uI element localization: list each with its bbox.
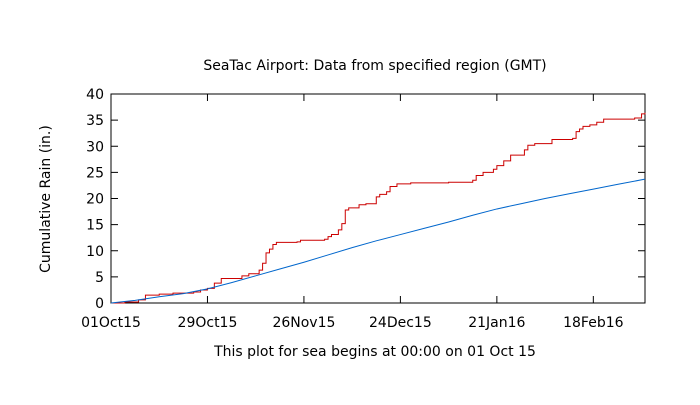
x-tick-label: 24Dec15: [369, 315, 432, 331]
y-tick-label: 15: [86, 218, 104, 234]
y-tick-label: 40: [86, 87, 104, 103]
x-axis-label: This plot for sea begins at 00:00 on 01 …: [213, 344, 536, 360]
x-tick-label: 26Nov15: [272, 315, 335, 331]
x-tick-label: 29Oct15: [178, 315, 238, 331]
plot-frame: [110, 93, 646, 304]
x-tick-label: 21Jan16: [468, 315, 525, 331]
y-tick-label: 0: [95, 296, 104, 312]
y-axis-label: Cumulative Rain (in.): [38, 125, 54, 273]
series-line-1: [110, 178, 646, 304]
chart-title: SeaTac Airport: Data from specified regi…: [203, 58, 546, 74]
y-tick-label: 35: [86, 113, 104, 129]
y-tick-label: 25: [86, 165, 104, 181]
series-line-0: [111, 112, 646, 304]
x-tick-label: 18Feb16: [563, 315, 624, 331]
x-tick-label: 01Oct15: [81, 315, 141, 331]
y-tick-label: 10: [86, 244, 104, 260]
y-tick-label: 5: [95, 270, 104, 286]
plot-area: 0 5 10 15 20 25 30 35 40 01Oct15 29Oct15 26Nov15 24D…: [81, 87, 646, 331]
y-tick-label: 20: [86, 192, 104, 208]
y-tick-label: 30: [86, 139, 104, 155]
